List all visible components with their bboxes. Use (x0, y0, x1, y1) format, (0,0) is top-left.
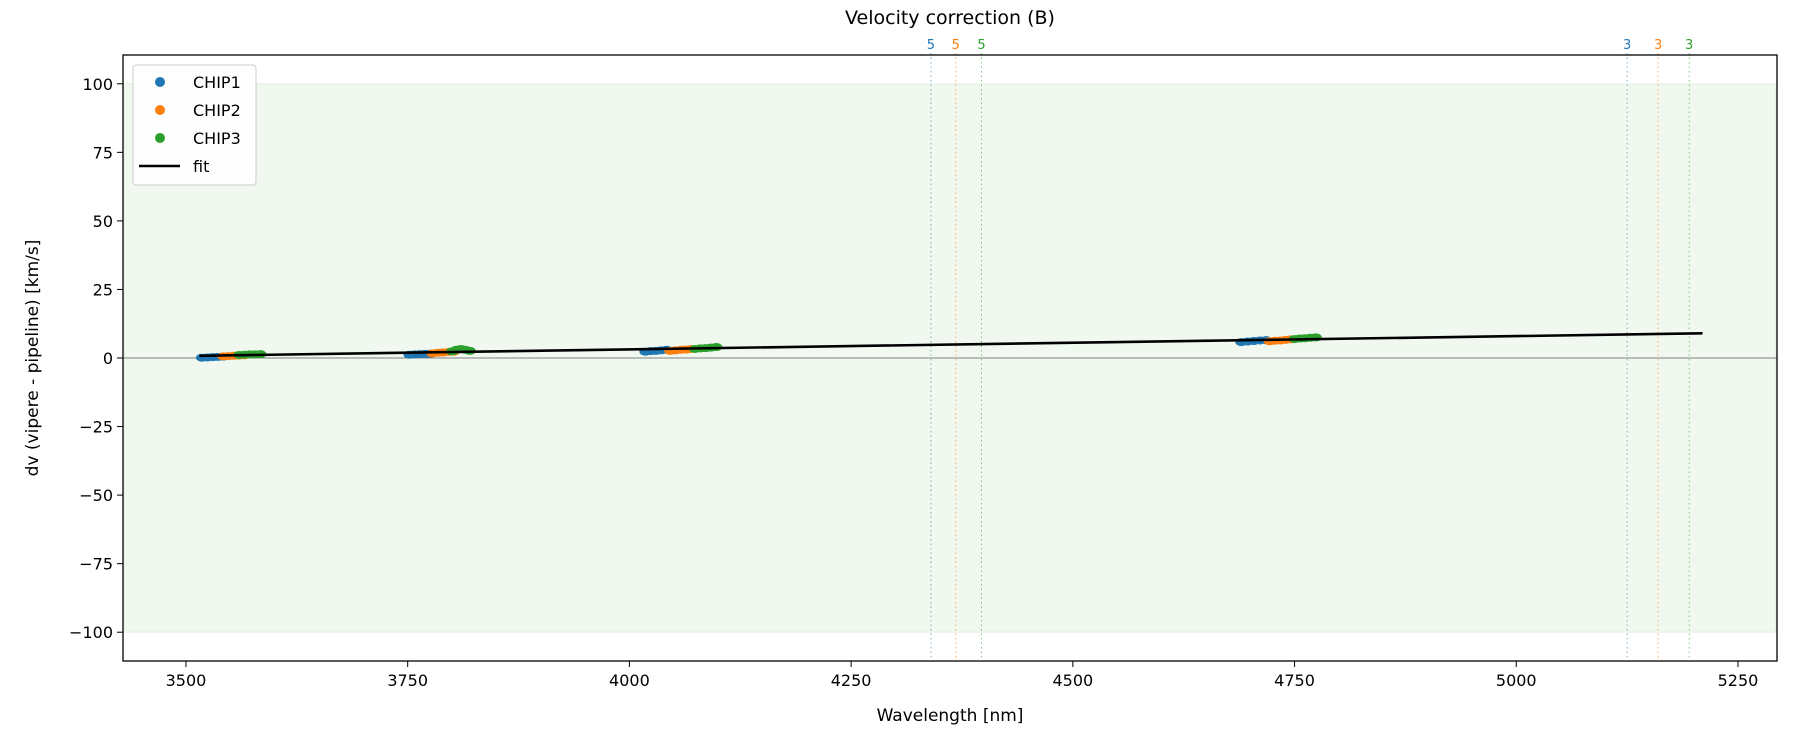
y-tick-label: −50 (79, 486, 113, 505)
x-tick-label: 5250 (1718, 671, 1759, 690)
x-axis-label: Wavelength [nm] (877, 706, 1024, 726)
y-tick-label: 75 (93, 143, 113, 162)
legend-label-chip2: CHIP2 (193, 101, 241, 120)
order-marker-label: 5 (927, 38, 935, 53)
x-tick-label: 4000 (609, 671, 650, 690)
x-tick-label: 4250 (831, 671, 872, 690)
legend-label-chip3: CHIP3 (193, 129, 241, 148)
y-tick-label: 0 (103, 349, 113, 368)
y-axis-label: dv (vipere - pipeline) [km/s] (23, 240, 43, 477)
order-marker-label: 3 (1654, 38, 1662, 53)
order-marker-label: 5 (952, 38, 960, 53)
y-tick-label: 25 (93, 280, 113, 299)
x-tick-label: 5000 (1496, 671, 1537, 690)
y-tick-label: 50 (93, 212, 113, 231)
order-marker-label: 5 (977, 38, 985, 53)
legend-marker-chip2 (155, 105, 165, 115)
y-tick-label: −100 (69, 623, 113, 642)
order-marker-label: 3 (1685, 38, 1693, 53)
legend-label-chip1: CHIP1 (193, 73, 241, 92)
y-tick-label: 100 (82, 75, 113, 94)
order-marker-label: 3 (1623, 38, 1631, 53)
chart-title: Velocity correction (B) (845, 7, 1055, 29)
legend-marker-chip3 (155, 133, 165, 143)
fit-line (199, 332, 1703, 358)
y-tick-label: −25 (79, 418, 113, 437)
legend-frame (132, 64, 257, 186)
legend: CHIP1 CHIP2 CHIP3 fit (132, 64, 257, 186)
x-tick-label: 3500 (166, 671, 207, 690)
x-tick-label: 4500 (1052, 671, 1093, 690)
x-tick-label: 3750 (387, 671, 428, 690)
x-tick-label: 4750 (1274, 671, 1315, 690)
y-tick-label: −75 (79, 555, 113, 574)
legend-marker-chip1 (155, 77, 165, 87)
legend-label-fit: fit (193, 157, 209, 176)
